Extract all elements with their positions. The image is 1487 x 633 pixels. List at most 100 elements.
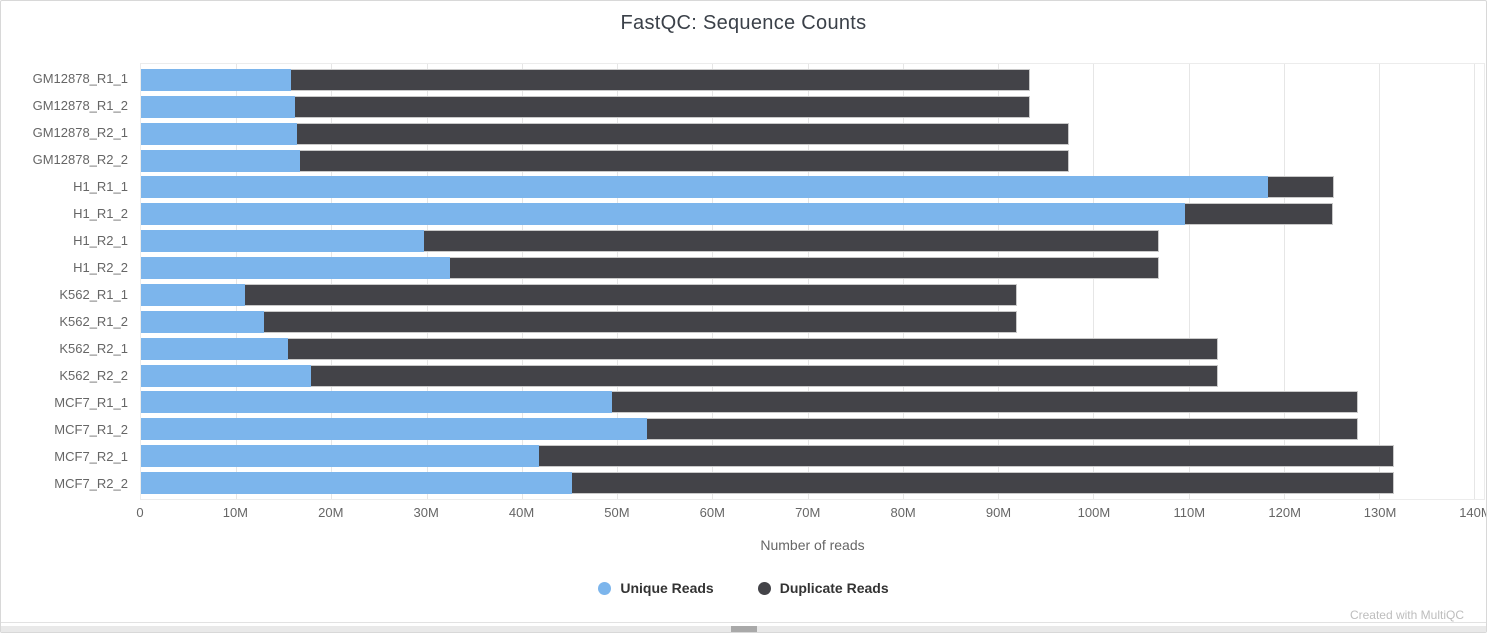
legend-item-duplicate-reads[interactable]: Duplicate Reads [757, 580, 889, 596]
x-tick-10M: 10M [222, 505, 249, 520]
x-tick-70M: 70M [795, 505, 821, 520]
y-label-gm12878_r2_1: GM12878_R2_1 [32, 125, 128, 140]
x-tick-110M: 110M [1173, 505, 1206, 520]
y-label-h1_r1_1: H1_R1_1 [73, 179, 128, 194]
y-label-k562_r2_2: K562_R2_2 [59, 368, 128, 383]
gridline-130M [1379, 64, 1381, 499]
bar-segment-k562_r2_2-unique-reads[interactable] [141, 364, 311, 387]
gridline-80M [902, 64, 904, 499]
bar-segment-k562_r1_2-unique-reads[interactable] [141, 310, 264, 333]
x-tick-30M: 30M [413, 505, 439, 520]
bar-segment-k562_r2_2-duplicate-reads[interactable] [310, 364, 1219, 387]
bar-row-k562_r2_2 [141, 364, 1484, 387]
content-bottom-border [1, 622, 1486, 623]
gridline-60M [712, 64, 714, 499]
x-axis-ticks: 0 10M 20M 30M 40M 50M 60M 70M 80M 90M 100M 110M 120M… [136, 505, 1486, 523]
y-label-h1_r2_1: H1_R2_1 [73, 233, 128, 248]
gridline-50M [617, 64, 619, 499]
bar-segment-h1_r1_1-duplicate-reads[interactable] [1267, 176, 1334, 199]
bar-segment-gm12878_r2_1-unique-reads[interactable] [141, 122, 298, 145]
bar-segment-gm12878_r2_2-duplicate-reads[interactable] [300, 149, 1069, 172]
bar-row-h1_r1_1 [141, 176, 1484, 199]
bar-row-k562_r1_1 [141, 283, 1484, 306]
bar-segment-mcf7_r1_2-duplicate-reads[interactable] [646, 418, 1359, 441]
bar-row-gm12878_r2_2 [141, 149, 1484, 172]
bar-segment-mcf7_r2_2-duplicate-reads[interactable] [571, 472, 1394, 494]
bar-row-mcf7_r1_2 [141, 418, 1484, 441]
bar-row-k562_r1_2 [141, 310, 1484, 333]
bar-segment-gm12878_r1_1-duplicate-reads[interactable] [291, 68, 1030, 91]
bar-row-mcf7_r2_1 [141, 445, 1484, 468]
gridline-40M [521, 64, 523, 499]
bar-row-h1_r2_2 [141, 257, 1484, 279]
gridline-10M [236, 64, 238, 499]
gridline-70M [807, 64, 809, 499]
gridline-100M [1093, 64, 1095, 499]
legend-label-duplicate-reads: Duplicate Reads [779, 580, 889, 596]
plot-area [140, 63, 1485, 500]
x-tick-40M: 40M [508, 505, 535, 520]
bar-segment-mcf7_r2_2-unique-reads[interactable] [141, 472, 572, 494]
x-tick-130M: 130M [1363, 505, 1397, 520]
gridline-120M [1283, 64, 1285, 499]
x-tick-20M: 20M [318, 505, 344, 520]
bar-segment-mcf7_r1_2-unique-reads[interactable] [141, 418, 647, 441]
bar-row-h1_r2_1 [141, 230, 1484, 253]
bar-row-h1_r1_2 [141, 203, 1484, 226]
bar-row-gm12878_r1_2 [141, 95, 1484, 118]
bar-segment-k562_r2_1-unique-reads[interactable] [141, 337, 288, 360]
bar-segment-h1_r2_2-duplicate-reads[interactable] [449, 257, 1160, 279]
bar-row-gm12878_r2_1 [141, 122, 1484, 145]
y-axis-labels: GM12878_R1_1 GM12878_R1_2 GM12878_R2_1 GM12… [1, 63, 128, 500]
bar-segment-k562_r1_1-duplicate-reads[interactable] [244, 283, 1018, 306]
bar-segment-mcf7_r2_1-duplicate-reads[interactable] [539, 445, 1394, 468]
y-label-gm12878_r1_2: GM12878_R1_2 [32, 98, 128, 113]
y-label-h1_r2_2: H1_R2_2 [73, 260, 128, 275]
bar-segment-mcf7_r2_1-unique-reads[interactable] [141, 445, 540, 468]
bar-segment-gm12878_r2_1-duplicate-reads[interactable] [297, 122, 1069, 145]
horizontal-scrollbar[interactable] [1, 626, 1486, 632]
bar-segment-k562_r1_2-duplicate-reads[interactable] [263, 310, 1018, 333]
bar-segment-gm12878_r1_2-unique-reads[interactable] [141, 95, 296, 118]
bar-segment-mcf7_r1_1-duplicate-reads[interactable] [612, 391, 1359, 414]
bar-segment-h1_r2_2-unique-reads[interactable] [141, 257, 450, 279]
y-label-k562_r2_1: K562_R2_1 [59, 341, 128, 356]
bar-segment-h1_r2_1-unique-reads[interactable] [141, 230, 424, 253]
legend-dot-unique-reads [598, 581, 612, 595]
scrollbar-thumb[interactable] [730, 626, 757, 632]
x-tick-50M: 50M [604, 505, 630, 520]
y-label-gm12878_r2_2: GM12878_R2_2 [32, 152, 128, 167]
bar-segment-h1_r1_1-unique-reads[interactable] [141, 176, 1268, 199]
y-label-k562_r1_1: K562_R1_1 [59, 287, 128, 302]
bar-row-mcf7_r1_1 [141, 391, 1484, 414]
gridline-110M [1188, 64, 1190, 499]
bar-row-mcf7_r2_2 [141, 472, 1484, 494]
multiqc-credit-text: Created with MultiQC [1349, 608, 1464, 622]
gridline-20M [331, 64, 333, 499]
y-label-k562_r1_2: K562_R1_2 [59, 314, 128, 329]
y-label-mcf7_r2_1: MCF7_R2_1 [54, 449, 128, 464]
legend-label-unique-reads: Unique Reads [620, 580, 714, 596]
legend-dot-duplicate-reads [757, 581, 771, 595]
y-label-h1_r1_2: H1_R1_2 [73, 206, 128, 221]
bar-segment-h1_r2_1-duplicate-reads[interactable] [423, 230, 1160, 253]
bar-segment-mcf7_r1_1-unique-reads[interactable] [141, 391, 613, 414]
bar-row-gm12878_r1_1 [141, 68, 1484, 91]
bar-segment-gm12878_r2_2-unique-reads[interactable] [141, 149, 301, 172]
bar-segment-k562_r1_1-unique-reads[interactable] [141, 283, 245, 306]
bar-row-k562_r2_1 [141, 337, 1484, 360]
y-label-gm12878_r1_1: GM12878_R1_1 [32, 71, 128, 86]
chart-title: FastQC: Sequence Counts [620, 12, 867, 34]
bar-segment-gm12878_r1_1-unique-reads[interactable] [141, 68, 292, 91]
x-tick-80M: 80M [890, 505, 916, 520]
bar-segment-h1_r1_2-unique-reads[interactable] [141, 203, 1185, 226]
y-label-mcf7_r2_2: MCF7_R2_2 [54, 476, 128, 491]
x-tick-60M: 60M [699, 505, 725, 520]
bar-segment-k562_r2_1-duplicate-reads[interactable] [287, 337, 1219, 360]
bar-segment-h1_r1_2-duplicate-reads[interactable] [1184, 203, 1334, 226]
bar-segment-gm12878_r1_2-duplicate-reads[interactable] [295, 95, 1030, 118]
legend-item-unique-reads[interactable]: Unique Reads [598, 580, 714, 596]
chart-legend: Unique Reads Duplicate Reads [1, 580, 1486, 596]
x-tick-100M: 100M [1077, 505, 1111, 520]
